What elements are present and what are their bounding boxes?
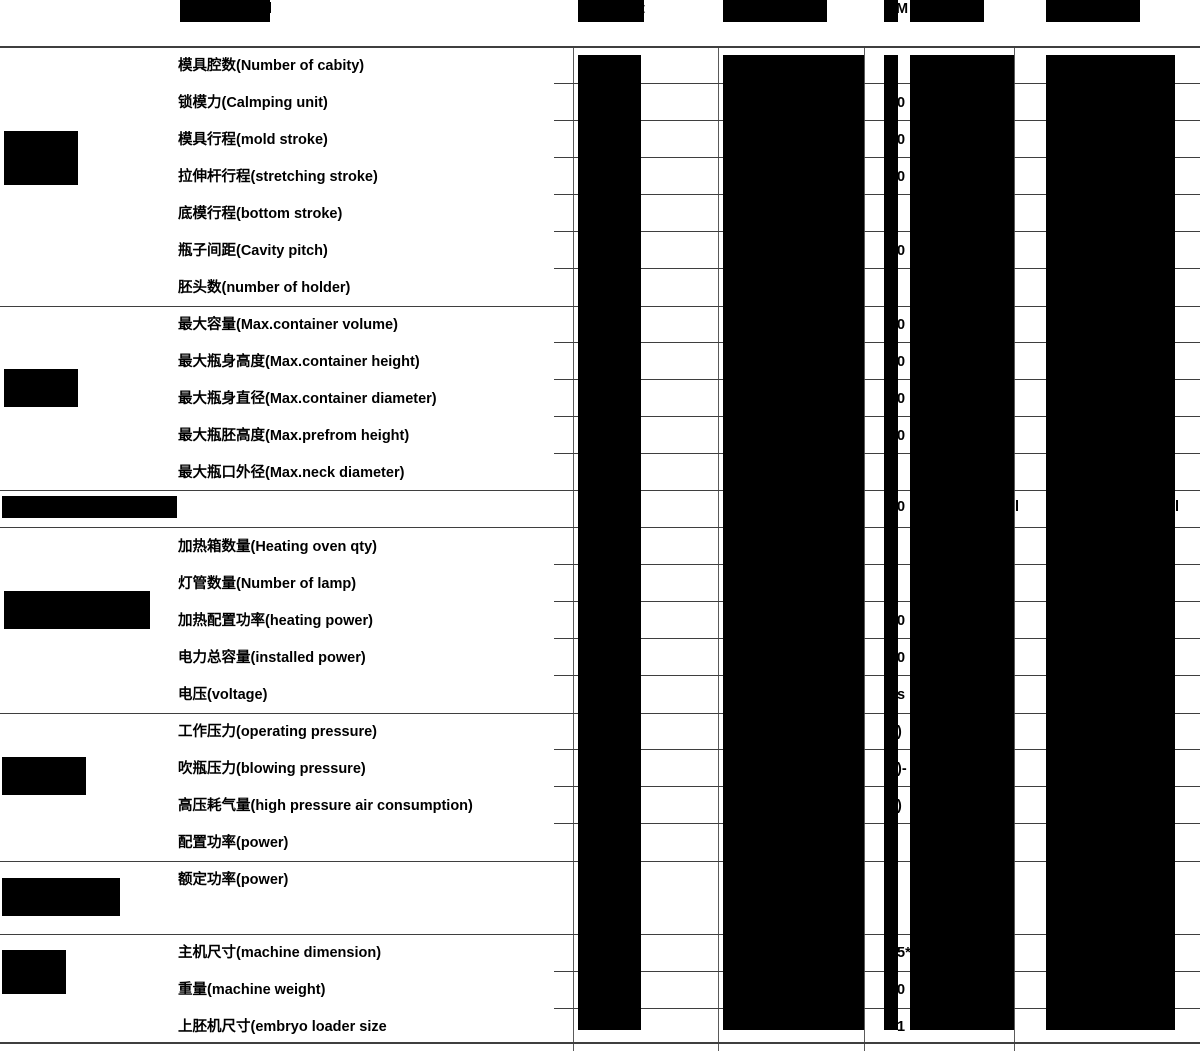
label-rule	[554, 231, 573, 232]
value-redaction-column-2	[723, 55, 864, 1030]
label-rule	[554, 601, 573, 602]
value-sliver-voltage: s	[897, 688, 906, 703]
category-redaction-heating-section	[4, 591, 150, 629]
value-redaction-column-3-right	[910, 55, 1014, 1030]
row-label-machine-dimension: 主机尺寸(machine dimension)	[178, 945, 382, 961]
header-redaction-spec-label	[180, 0, 270, 22]
value-sliver-machine-weight: 0	[897, 983, 906, 998]
value-sliver-max-container-volume: 0	[897, 318, 906, 333]
header-redaction-model-3b	[910, 0, 984, 22]
row-label-number-of-cabity: 模具腔数(Number of cabity)	[178, 58, 365, 74]
value-sliver-heating-power: 0	[897, 614, 906, 629]
header-redaction-model-1	[578, 0, 644, 22]
row-label-machine-weight: 重量(machine weight)	[178, 982, 326, 998]
value-sliver-operating-pressure: )	[897, 725, 902, 740]
category-redaction-output-section	[2, 496, 177, 518]
header-ghost-model-4: 0	[1131, 1, 1140, 17]
value-sliver-stretching-stroke: 0	[897, 170, 906, 185]
value-redaction-column-3-left	[884, 55, 898, 1030]
vgrid-label-col	[573, 48, 574, 1051]
value-sliver-cavity-pitch: 0	[897, 244, 906, 259]
rowrule-label-1	[554, 83, 573, 84]
value-sliver-mold-stroke: 0	[897, 133, 906, 148]
row-label-heating-oven-qty: 加热箱数量(Heating oven qty)	[178, 539, 377, 555]
vgrid-col1-right	[718, 48, 719, 1051]
header-ghost-model-2: 0	[818, 1, 827, 17]
label-rule	[554, 453, 573, 454]
label-rule	[554, 786, 573, 787]
label-rule	[554, 638, 573, 639]
value-sliver-max-container-height: 0	[897, 355, 906, 370]
label-rule	[554, 1008, 573, 1009]
header-redaction-model-4	[1046, 0, 1140, 22]
value-sliver-max-container-diameter: 0	[897, 392, 906, 407]
row-label-cavity-pitch: 瓶子间距(Cavity pitch)	[178, 243, 328, 259]
value-sliver-output-col3-right: l	[1015, 500, 1020, 515]
label-rule	[554, 342, 573, 343]
value-sliver-air-consumption: )	[897, 799, 902, 814]
row-label-configured-power: 配置功率(power)	[178, 835, 289, 851]
vgrid-col3-right	[1014, 48, 1015, 1051]
row-label-number-of-lamp: 灯管数量(Number of lamp)	[178, 576, 357, 592]
row-label-max-container-height: 最大瓶身高度(Max.container height)	[178, 354, 420, 370]
row-label-bottom-stroke: 底模行程(bottom stroke)	[178, 206, 343, 222]
row-label-max-container-diameter: 最大瓶身直径(Max.container diameter)	[178, 391, 437, 407]
row-label-voltage: 电压(voltage)	[178, 687, 268, 703]
row-label-installed-power: 电力总容量(installed power)	[178, 650, 366, 666]
row-label-blowing-pressure: 吹瓶压力(blowing pressure)	[178, 761, 366, 777]
value-sliver-installed-power: 0	[897, 651, 906, 666]
label-rule	[554, 823, 573, 824]
value-sliver-clamping-unit: 0	[897, 96, 906, 111]
value-sliver-max-preform-height: 0	[897, 429, 906, 444]
row-label-high-pressure-air-consumption: 高压耗气量(high pressure air consumption)	[178, 798, 473, 814]
row-label-max-neck-diameter: 最大瓶口外径(Max.neck diameter)	[178, 465, 405, 481]
value-sliver-output-col4-right: l	[1175, 500, 1180, 515]
header-redaction-model-2	[723, 0, 827, 22]
category-redaction-container-section	[4, 369, 78, 407]
category-redaction-machine-section	[2, 950, 66, 994]
label-rule	[554, 749, 573, 750]
category-redaction-mold-section	[4, 131, 78, 185]
value-redaction-column-4	[1046, 55, 1175, 1030]
header-bottom-rule	[0, 46, 1200, 48]
label-rule	[554, 971, 573, 972]
row-label-rated-power: 额定功率(power)	[178, 872, 289, 888]
row-label-stretching-stroke: 拉伸杆行程(stretching stroke)	[178, 169, 378, 185]
row-label-heating-power: 加热配置功率(heating power)	[178, 613, 373, 629]
label-rule	[554, 157, 573, 158]
label-rule	[554, 379, 573, 380]
row-label-max-container-volume: 最大容量(Max.container volume)	[178, 317, 398, 333]
row-label-max-preform-height: 最大瓶胚高度(Max.prefrom height)	[178, 428, 410, 444]
label-rule	[554, 268, 573, 269]
label-rule	[554, 564, 573, 565]
row-label-embryo-loader-size: 上胚机尺寸(embryo loader size	[178, 1019, 387, 1035]
header-ghost-model-1: t	[640, 1, 645, 17]
row-label-clamping-unit: 锁模力(Calmping unit)	[178, 95, 328, 111]
header-ghost-spec-label: l	[268, 1, 273, 17]
label-rule	[554, 675, 573, 676]
header-ghost-model-3: M	[896, 1, 909, 17]
value-sliver-blowing-pressure: )-	[897, 762, 907, 777]
value-sliver-embryo-loader-size: 1	[897, 1020, 906, 1035]
label-rule	[554, 416, 573, 417]
vgrid-col2-right	[864, 48, 865, 1051]
row-label-operating-pressure: 工作压力(operating pressure)	[178, 724, 377, 740]
row-label-mold-stroke: 模具行程(mold stroke)	[178, 132, 328, 148]
category-redaction-rated-power-section	[2, 878, 120, 916]
header-redaction-model-3a	[884, 0, 898, 22]
table-bottom-rule	[0, 1042, 1200, 1044]
row-label-number-of-holder: 胚头数(number of holder)	[178, 280, 351, 296]
value-sliver-output: 0	[897, 500, 906, 515]
label-rule	[554, 194, 573, 195]
value-sliver-machine-dimension: 5*	[897, 946, 910, 961]
rowrule-label-2	[554, 120, 573, 121]
value-redaction-column-1	[578, 55, 641, 1030]
category-redaction-air-section	[2, 757, 86, 795]
